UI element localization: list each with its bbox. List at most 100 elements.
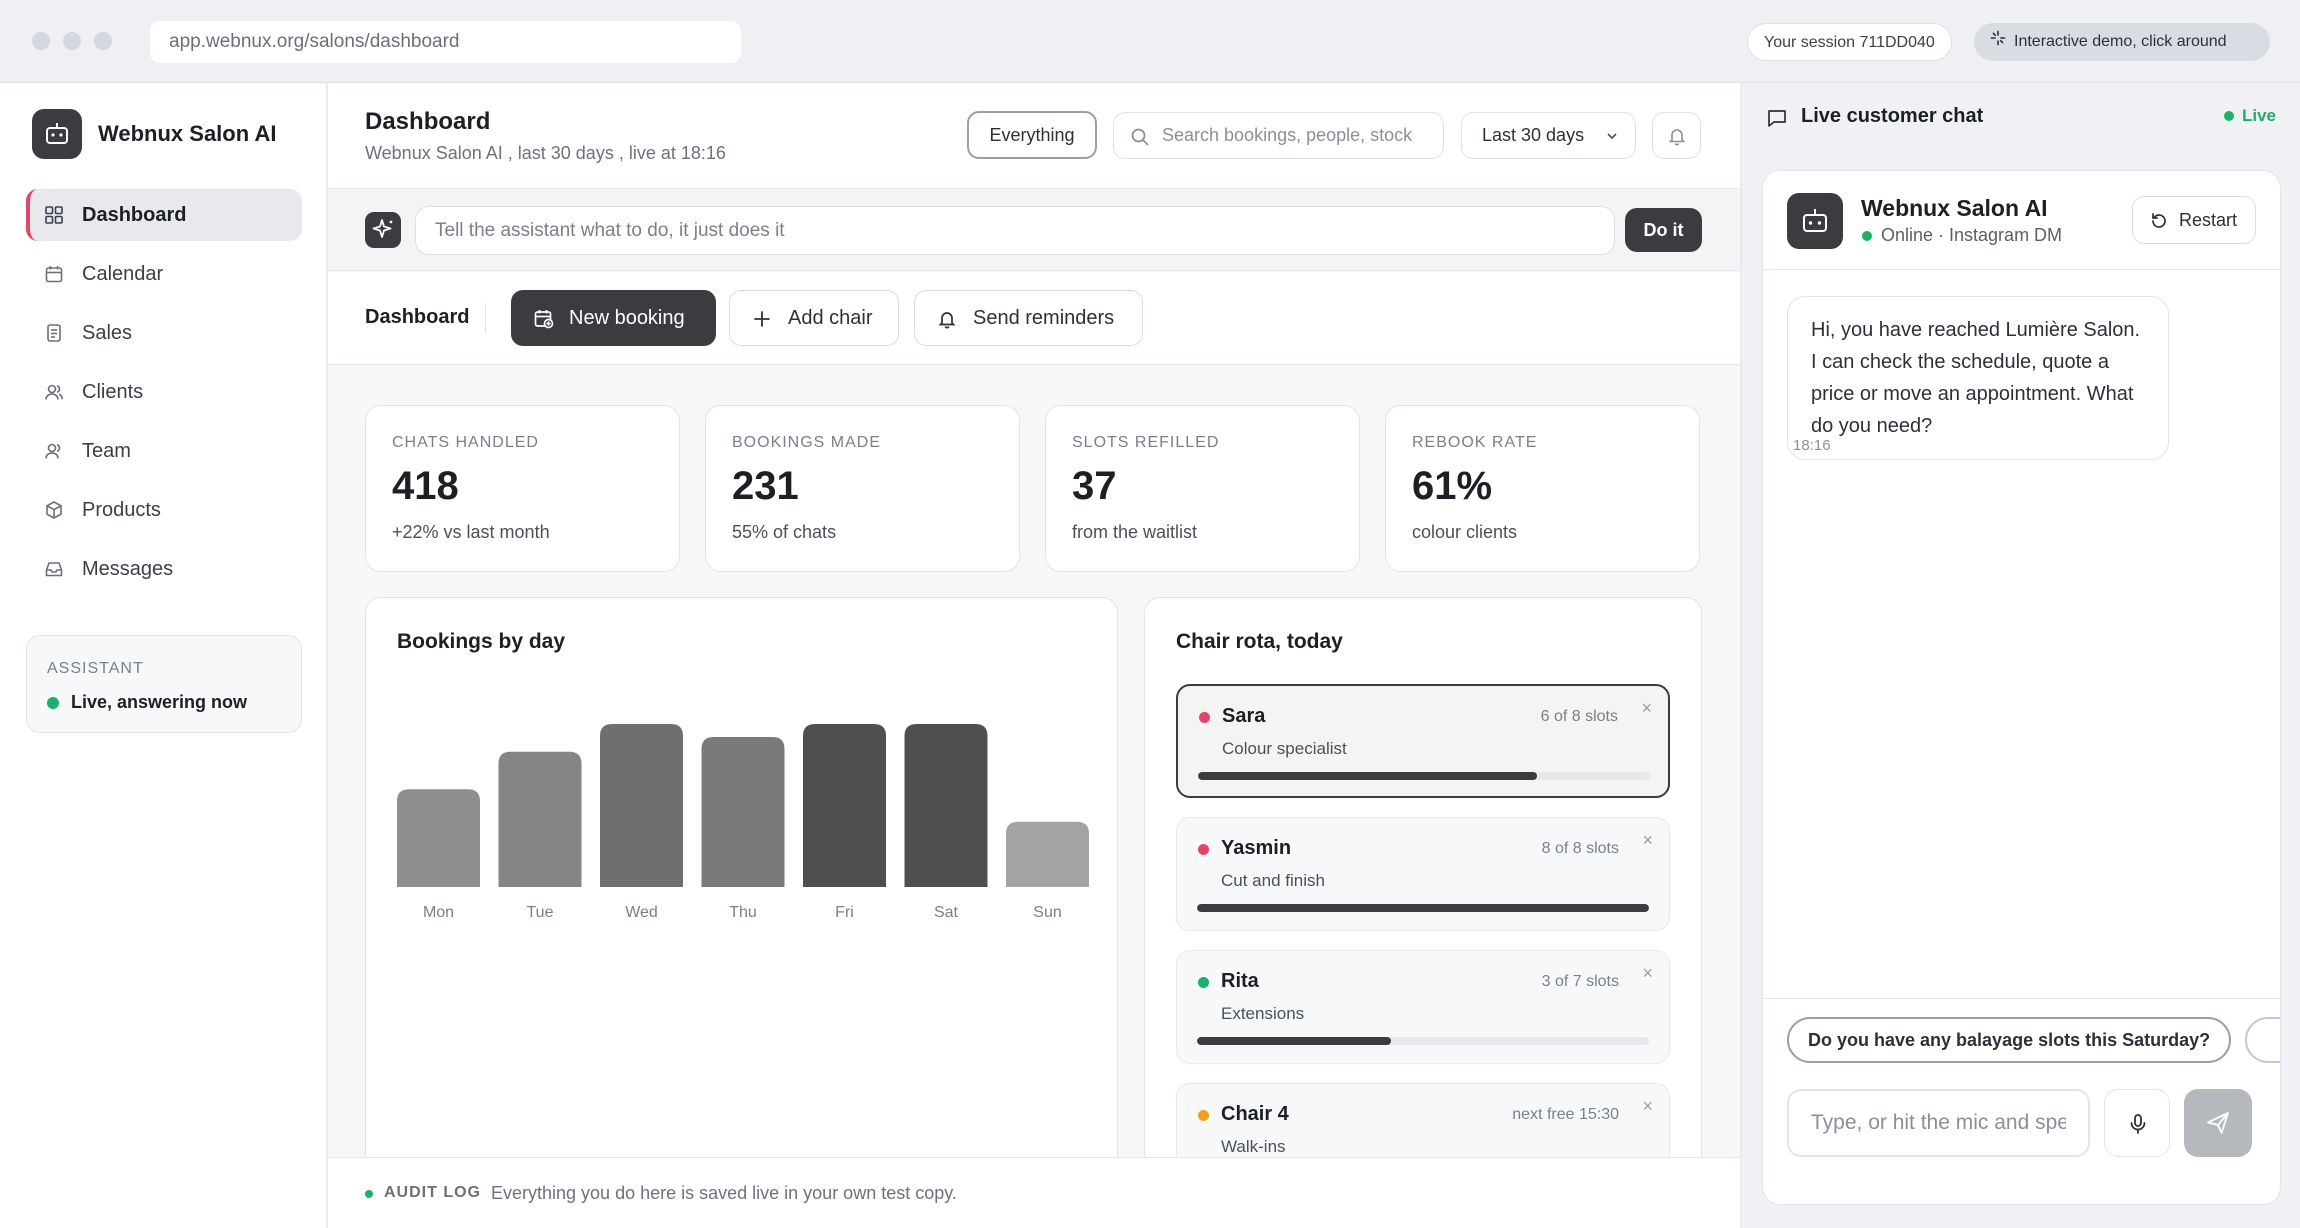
rota-role: Walk-ins: [1221, 1137, 1286, 1156]
stat-value: 231: [732, 464, 799, 508]
rota-role: Cut and finish: [1221, 871, 1325, 890]
chat-message-input[interactable]: [1787, 1089, 2090, 1157]
suggestion-chip-overflow[interactable]: [2245, 1017, 2280, 1063]
close-icon[interactable]: ×: [1642, 963, 1653, 983]
rota-status-dot: [1198, 844, 1209, 855]
bar-tue[interactable]: [498, 751, 582, 887]
assistant-command-input[interactable]: [415, 206, 1615, 255]
calendar-add-icon: [534, 310, 554, 329]
sidebar-item-label: Sales: [82, 322, 133, 344]
search-icon: [1131, 128, 1149, 146]
sidebar-item-products[interactable]: Products: [26, 484, 302, 536]
new-booking-button[interactable]: New booking: [511, 290, 716, 346]
suggestion-divider: [1763, 998, 2280, 999]
send-reminders-label: Send reminders: [973, 307, 1115, 329]
demo-label: Interactive demo, click around: [2014, 33, 2227, 50]
sidebar-item-sales[interactable]: Sales: [26, 307, 302, 359]
restart-button[interactable]: Restart: [2132, 196, 2256, 244]
stat-value: 61%: [1412, 464, 1493, 508]
close-icon[interactable]: ×: [1642, 830, 1653, 850]
robot-avatar-icon: [1787, 193, 1843, 249]
close-icon[interactable]: ×: [1642, 1096, 1653, 1116]
rota-name: Chair 4: [1221, 1103, 1289, 1125]
mic-button[interactable]: [2104, 1089, 2170, 1157]
sidebar-item-messages[interactable]: Messages: [26, 543, 302, 595]
message-timestamp: 18:16: [1793, 437, 1831, 454]
bar-wed[interactable]: [600, 724, 683, 887]
assistant-status-card: ASSISTANT Live, answering now: [26, 635, 302, 733]
stat-label: CHATS HANDLED: [392, 434, 539, 451]
live-dot: [2224, 111, 2234, 121]
chat-bubble-icon: [1768, 110, 1786, 127]
bar-sat[interactable]: [904, 724, 988, 887]
brand-name: Webnux Salon AI: [98, 121, 277, 146]
do-it-button[interactable]: Do it: [1625, 208, 1702, 252]
bar-sun[interactable]: [1006, 821, 1089, 887]
stat-card-chats: CHATS HANDLED 418 +22% vs last month: [365, 405, 680, 572]
chat-window: Webnux Salon AI Online · Instagram DM Re…: [1762, 170, 2281, 1205]
close-icon[interactable]: ×: [1641, 698, 1652, 718]
rota-slots: 6 of 8 slots: [1540, 708, 1618, 725]
live-status-dot: [47, 697, 59, 709]
rota-progress-track: [1197, 1037, 1649, 1045]
restart-label: Restart: [2179, 210, 2238, 230]
sidebar: Webnux Salon AI Dashboard Calendar Sales…: [0, 83, 327, 1228]
notifications-button[interactable]: [1652, 112, 1701, 159]
audit-status-dot: [365, 1190, 373, 1198]
send-reminders-button[interactable]: Send reminders: [914, 290, 1143, 346]
stat-label: BOOKINGS MADE: [732, 434, 882, 451]
stat-label: SLOTS REFILLED: [1072, 434, 1220, 451]
add-chair-label: Add chair: [788, 307, 873, 329]
rota-item[interactable]: Rita Extensions 3 of 7 slots ×: [1176, 950, 1670, 1064]
new-booking-label: New booking: [569, 307, 685, 329]
inbox-icon: [45, 562, 63, 577]
filter-everything-button[interactable]: Everything: [967, 111, 1097, 159]
main-content: Dashboard Webnux Salon AI , last 30 days…: [328, 83, 1740, 1228]
rota-name: Yasmin: [1221, 837, 1292, 859]
address-bar[interactable]: app.webnux.org/salons/dashboard: [150, 21, 741, 63]
stat-note: 55% of chats: [732, 522, 837, 542]
bar-mon[interactable]: [397, 789, 480, 887]
date-range-select[interactable]: Last 30 days: [1461, 112, 1636, 159]
window-close-dot[interactable]: [32, 32, 50, 50]
sidebar-item-team[interactable]: Team: [26, 425, 302, 477]
assistant-command-bar: Do it: [328, 190, 1740, 271]
toolbar-divider: [485, 303, 486, 333]
sidebar-item-dashboard[interactable]: Dashboard: [26, 189, 302, 241]
rota-status-dot: [1199, 712, 1210, 723]
sidebar-item-calendar[interactable]: Calendar: [26, 248, 302, 300]
demo-badge[interactable]: Interactive demo, click around: [1974, 23, 2270, 61]
bell-icon: [938, 312, 956, 329]
rota-item[interactable]: Sara Colour specialist 6 of 8 slots ×: [1176, 684, 1670, 798]
send-button[interactable]: [2184, 1089, 2252, 1157]
sparkle-icon: [1990, 23, 2006, 61]
tick-label: Sun: [1033, 904, 1061, 921]
chat-panel-title: Live customer chat: [1801, 105, 1984, 127]
browser-chrome: app.webnux.org/salons/dashboard Your ses…: [0, 0, 2300, 83]
rota-slots: next free 15:30: [1512, 1106, 1619, 1123]
rota-title: Chair rota, today: [1176, 630, 1343, 653]
search-input[interactable]: [1162, 113, 1438, 158]
page-title: Dashboard: [365, 108, 491, 135]
stat-note: +22% vs last month: [392, 522, 550, 542]
window-maximize-dot[interactable]: [94, 32, 112, 50]
sidebar-item-label: Messages: [82, 558, 174, 580]
session-badge: Your session 711DD040: [1747, 23, 1952, 61]
tick-label: Sat: [934, 904, 959, 921]
rota-item[interactable]: Yasmin Cut and finish 8 of 8 slots ×: [1176, 817, 1670, 931]
chat-divider: [1763, 269, 2280, 270]
tick-label: Thu: [729, 904, 757, 921]
restart-icon: [2152, 213, 2166, 228]
window-minimize-dot[interactable]: [63, 32, 81, 50]
bell-icon: [1668, 129, 1686, 146]
rota-role: Extensions: [1221, 1004, 1305, 1023]
sidebar-item-clients[interactable]: Clients: [26, 366, 302, 418]
sidebar-item-label: Dashboard: [82, 204, 187, 226]
bar-thu[interactable]: [701, 737, 785, 887]
bar-fri[interactable]: [803, 724, 886, 887]
stat-value: 37: [1072, 464, 1117, 508]
stat-card-rebook: REBOOK RATE 61% colour clients: [1385, 405, 1700, 572]
add-chair-button[interactable]: Add chair: [729, 290, 899, 346]
rota-status-dot: [1198, 977, 1209, 988]
suggestion-chip[interactable]: Do you have any balayage slots this Satu…: [1787, 1017, 2232, 1063]
